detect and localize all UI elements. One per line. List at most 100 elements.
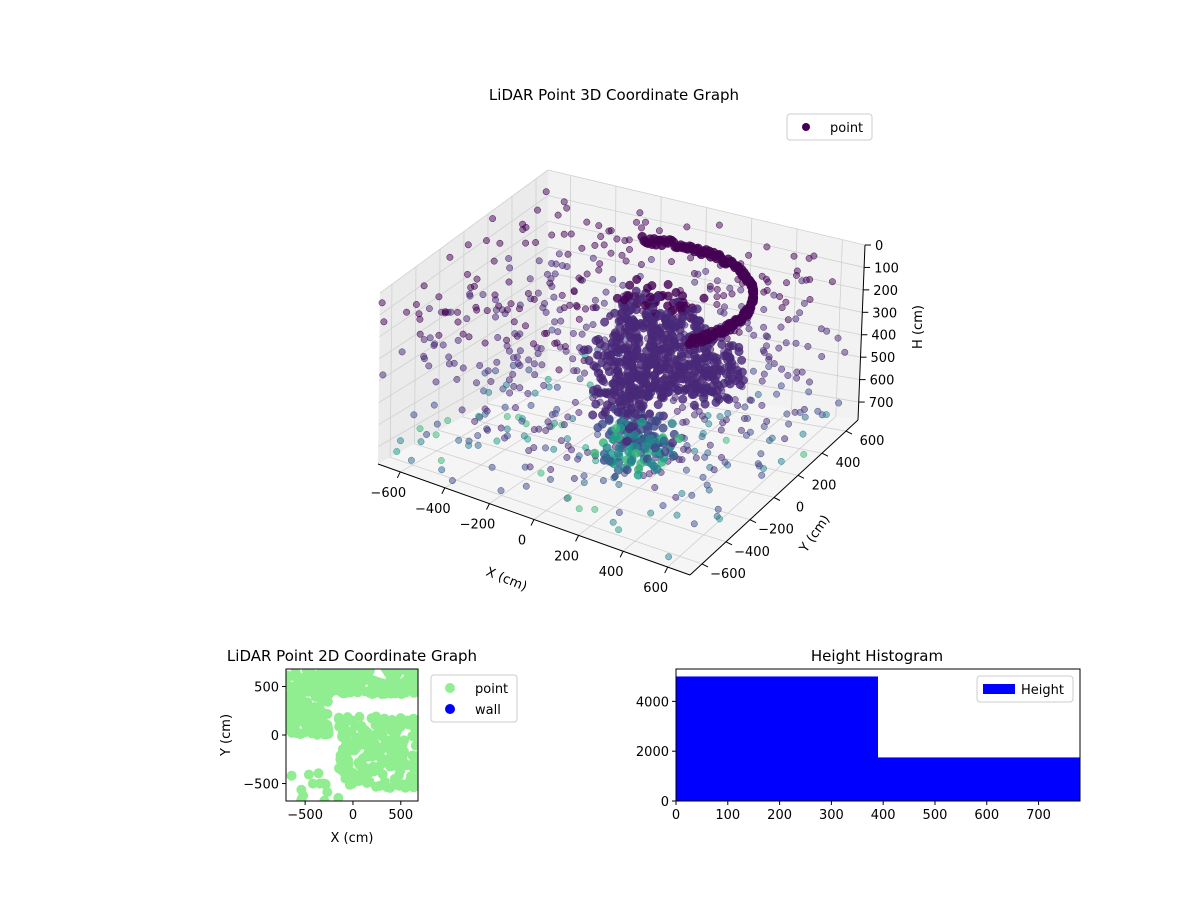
chart-2d-point (359, 752, 369, 763)
chart-histogram-legend-swatch (983, 684, 1015, 694)
chart-3d-point (471, 417, 479, 425)
chart-3d-point (535, 425, 543, 433)
chart-3d-point (718, 454, 725, 461)
chart-3d-point (475, 412, 483, 420)
chart-2d-point (312, 677, 322, 688)
chart-3d-point (710, 466, 718, 474)
chart-3d-point (762, 332, 770, 340)
chart-3d-point (600, 317, 610, 327)
chart-3d-point (652, 464, 662, 474)
chart-3d-point (437, 457, 445, 464)
chart-3d-point (575, 505, 583, 513)
chart-histogram-ticks: 0 100 200 300 400 500 600 700 0 2000 4000 (636, 695, 1051, 823)
chart-3d-point (534, 206, 541, 214)
chart-3d-point (564, 442, 572, 450)
chart-3d-point (616, 397, 625, 406)
chart-3d-ytick-label: 600 (860, 434, 885, 449)
chart-2d-point (364, 776, 375, 787)
chart-3d-point (530, 295, 538, 303)
chart-3d-point (603, 400, 612, 410)
chart-3d-point (653, 400, 663, 410)
chart-3d-point (726, 284, 734, 292)
chart-3d-point (588, 410, 598, 420)
chart-3d-point (715, 221, 723, 229)
chart-3d-point (814, 407, 822, 415)
chart-3d-point (705, 486, 713, 494)
chart-3d-point (560, 421, 568, 429)
chart-3d-point (618, 251, 626, 259)
chart-3d-point (647, 256, 655, 263)
chart-3d-point (798, 277, 806, 285)
chart-3d-point (796, 309, 804, 317)
chart-3d-point (613, 235, 621, 243)
chart-3d-point (692, 454, 700, 462)
chart-3d-point (545, 383, 553, 391)
chart-3d-point (702, 267, 710, 275)
chart-3d-point (650, 370, 660, 380)
chart-3d-point (673, 511, 681, 519)
chart-3d-point (768, 434, 776, 442)
chart-3d-point (489, 215, 497, 223)
chart-3d-point (485, 388, 493, 396)
chart-3d-point (741, 403, 749, 411)
chart-3d-point (473, 306, 481, 314)
chart-3d-point (530, 340, 537, 348)
chart-3d-point (584, 356, 594, 366)
chart-3d-point (660, 447, 670, 457)
chart-3d-point (695, 387, 705, 397)
chart-3d-point (605, 227, 613, 235)
chart-3d-point (583, 218, 591, 226)
chart-3d-point (680, 359, 690, 368)
chart-3d-point (669, 397, 677, 405)
chart-3d-point (690, 520, 698, 528)
chart-3d-point (488, 463, 496, 471)
chart-3d-point (580, 479, 588, 487)
chart-3d-ytick-label: −200 (758, 523, 794, 538)
chart-3d-xtick (396, 471, 401, 479)
chart-3d-point (706, 441, 714, 449)
chart-3d-point (678, 312, 688, 322)
chart-3d-point (590, 448, 600, 458)
chart-2d-point (399, 735, 410, 746)
chart-3d-point (672, 493, 680, 501)
chart-3d-point (453, 375, 461, 383)
chart-3d-point (608, 435, 618, 444)
chart-3d-xtick (441, 487, 446, 495)
chart-3d-point (573, 303, 581, 311)
chart-2d-point (286, 670, 293, 681)
chart-2d-point (356, 669, 367, 676)
chart-3d-point (516, 301, 524, 309)
chart-2d-point (303, 769, 314, 780)
chart-3d-point (487, 378, 495, 385)
chart-histogram-frame (675, 668, 1081, 802)
chart-3d-point (507, 300, 515, 308)
chart-3d-point (569, 330, 577, 337)
chart-histogram-xtick-label: 200 (767, 808, 792, 823)
chart-3d-point (531, 371, 539, 379)
chart-3d-point (581, 369, 588, 377)
chart-3d-point (638, 224, 645, 232)
chart-3d-point (569, 355, 577, 363)
chart-histogram-bar (676, 676, 878, 801)
chart-3d-point (505, 347, 513, 355)
chart-2d-point (351, 732, 362, 743)
chart-3d-point (455, 436, 463, 444)
chart-3d-point (492, 313, 499, 321)
chart-3d-point (481, 339, 489, 347)
chart-3d-point (591, 505, 599, 513)
chart-2d-ytick-label: 500 (254, 680, 279, 695)
chart-3d-point (525, 447, 533, 455)
chart-3d-point (407, 456, 415, 464)
chart-2d-point (340, 740, 351, 751)
chart-3d-point (465, 441, 473, 449)
chart-3d-point (542, 188, 550, 196)
chart-3d-point (770, 291, 778, 299)
chart-3d-point (550, 293, 558, 301)
chart-2d-xlabel: X (cm) (331, 831, 374, 846)
chart-3d-point (724, 409, 732, 417)
chart-3d-point (676, 349, 686, 359)
chart-3d-point (542, 308, 550, 316)
chart-3d-point (622, 257, 630, 265)
chart-3d-point (564, 250, 572, 258)
chart-3d-point (589, 304, 597, 312)
